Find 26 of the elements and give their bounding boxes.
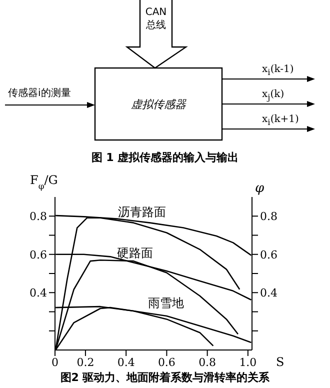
text: 图2 驱动力、地面附着系数与滑转率的关系 — [59, 370, 271, 385]
annotation: 雨雪地 — [148, 296, 184, 310]
y2-tick-label: 0.6 — [260, 248, 278, 262]
y2-axis-title: φ — [255, 181, 265, 196]
x-tick-label: 0.2 — [76, 356, 94, 369]
text: x$_{i}$(k+1) — [262, 114, 299, 127]
text: x$_{i}$(k-1) — [262, 64, 294, 77]
y-tick-label: 0.6 — [30, 248, 47, 262]
text: 传感器i的测量 — [8, 86, 71, 100]
text: 图 1 虚拟传感器的输入与输出 — [90, 150, 240, 165]
text: x$_{j}$(k) — [262, 89, 284, 102]
y-tick-label: 0.4 — [30, 286, 47, 300]
annotation: 沥青路面 — [118, 205, 166, 219]
text: CAN 总线 — [144, 6, 168, 32]
x-tick-label: 0.4 — [117, 356, 135, 369]
x-tick-label: 0.6 — [158, 356, 176, 369]
y-tick-label: 0.8 — [30, 210, 47, 224]
y-axis-title: F$_{φ}$/G — [30, 173, 58, 191]
text: 虚拟传感器 — [130, 97, 188, 112]
x-axis-title: S — [276, 355, 284, 369]
x-tick-label: 0.8 — [198, 356, 216, 369]
y2-tick-label: 0.8 — [260, 210, 278, 224]
y2-tick-label: 0.4 — [260, 286, 278, 300]
x-tick-label: 1.0 — [239, 356, 257, 369]
x-tick-label: 0 — [52, 356, 58, 369]
annotation: 硬路面 — [117, 246, 153, 260]
